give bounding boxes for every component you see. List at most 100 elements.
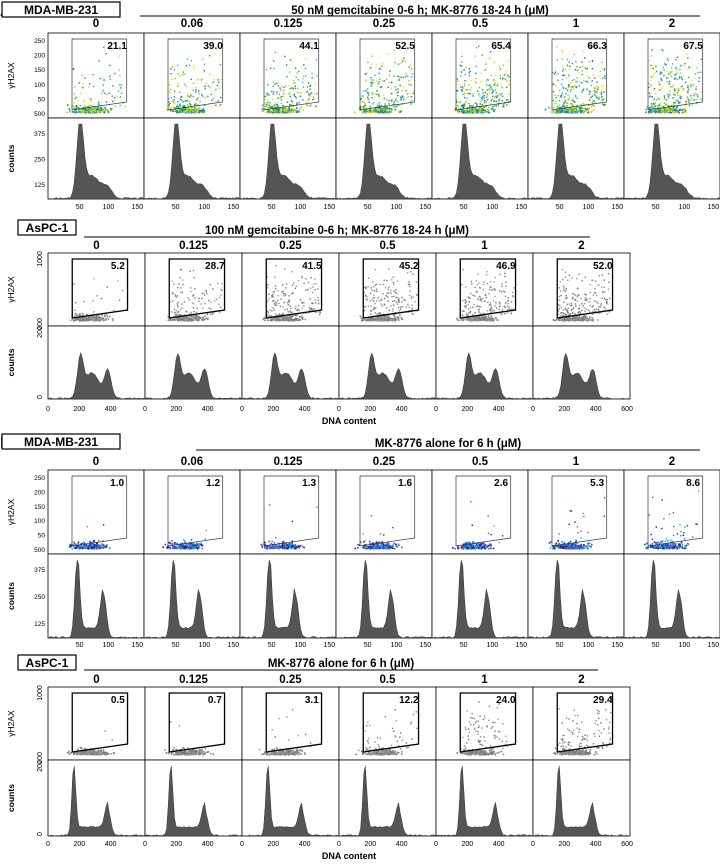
gate-polygon [556,692,614,753]
x-tick-label: 200 [365,406,377,413]
cell-line-box [17,219,77,236]
x-tick-label: 0 [337,841,341,848]
gate-percentage: 52.0 [593,261,613,272]
sample-column: 0 1.0 50 100 150 [47,456,145,649]
x-tick-label: 100 [679,642,691,649]
sample-column: 2 52.0 0 200 400 600 [531,240,633,413]
cell-line-box [1,1,121,18]
histogram-frame [143,553,241,639]
histogram-frame [239,553,337,639]
treatment-title: MK-8776 alone for 6 h (μM) [268,658,415,670]
x-tick-label: 0 [240,841,244,848]
x-tick-label: 50 [268,642,276,649]
histogram-area [145,352,242,400]
x-tick-label: 400 [299,406,311,413]
concentration-label: 0.25 [279,674,302,686]
x-tick-label: 50 [652,204,660,211]
hist-ylabel: counts [6,784,16,812]
concentration-label: 0 [93,674,99,686]
scatter-points [355,709,418,756]
histogram-area [432,559,528,639]
scatter-plot-frame [239,469,337,555]
scatter-plot-frame [431,32,529,119]
histogram-area [336,559,432,639]
scatter-ytick: 50 [38,533,46,540]
treatment-title: 50 nM gemcitabine 0-6 h; MK-8776 18-24 h… [291,5,549,17]
concentration-label: 0.5 [380,240,397,252]
scatter-plot-frame [335,469,433,555]
gate-polygon [71,475,128,547]
x-tick-label: 100 [583,204,595,211]
gate-percentage: 1.6 [398,478,412,489]
gate-polygon [167,475,224,547]
x-tick-label: 0 [337,406,341,413]
hist-ytick: 125 [34,182,45,189]
scatter-plot-frame [241,686,340,761]
gate-percentage: 0.7 [208,695,222,706]
concentration-label: 0 [93,18,99,30]
histogram-frame [47,553,145,639]
histogram-frame [431,553,529,639]
x-tick-label: 50 [556,642,564,649]
concentration-label: 2 [578,674,584,686]
scatter-plot-frame [239,32,337,119]
sample-column: 2 29.4 0 200 400 600 [531,674,633,848]
gate-polygon [647,38,704,111]
x-tick-label: 400 [590,841,602,848]
x-tick-label: 50 [652,642,660,649]
scatter-plot-frame [241,252,340,327]
gate-percentage: 8.6 [686,478,700,489]
scatter-plot-frame [532,252,631,327]
x-tick-label: 0 [240,406,244,413]
histogram-frame [527,553,625,639]
x-tick-label: 100 [391,642,403,649]
gate-polygon [362,258,420,319]
scatter-ytick: 1000 [37,685,44,701]
x-tick-label: 150 [323,642,335,649]
x-tick-label: 100 [199,642,211,649]
x-tick-label: 150 [227,642,239,649]
x-tick-label: 200 [559,406,571,413]
x-tick-label: 150 [515,642,527,649]
concentration-label: 0.06 [181,456,203,468]
scatter-plot-frame [47,32,145,119]
gate-polygon [359,475,416,547]
sample-column: 1 5.3 50 100 150 [527,456,625,649]
x-tick-label: 0 [46,841,50,848]
x-tick-label: 100 [295,204,307,211]
concentration-label: 2 [578,240,584,252]
scatter-plot-frame [527,32,625,119]
scatter-plot-frame [47,252,146,327]
x-tick-label: 0 [434,841,438,848]
gate-polygon [71,692,129,753]
scatter-ytick: 150 [34,67,45,74]
gate-percentage: 67.5 [683,41,703,52]
gate-percentage: 2.6 [494,478,508,489]
gate-polygon [455,475,512,547]
x-tick-label: 100 [487,642,499,649]
sample-column: 0.251.6 50 100 150 [335,456,433,649]
x-tick-label: 100 [295,642,307,649]
concentration-label: 2 [669,456,675,468]
histogram-area [242,351,339,400]
x-tick-label: 50 [172,642,180,649]
scatter-ytick: 250 [34,475,45,482]
scatter-ylabel: γH2AX [6,62,16,89]
concentration-label: 1 [481,674,488,686]
sample-column: 0.253.1 0 200 400 [240,674,340,848]
sample-column: 1 46.9 0 200 400 [434,240,534,413]
histogram-area [240,559,336,639]
scatter-points [354,515,403,550]
gate-percentage: 5.2 [111,261,125,272]
treatment-title: MK-8776 alone for 6 h (μM) [375,438,522,450]
x-tick-label: 50 [268,204,276,211]
x-tick-label: 100 [103,204,115,211]
gate-polygon [168,258,226,319]
x-tick-label: 50 [76,204,84,211]
gate-percentage: 12.2 [399,695,419,706]
scatter-points [643,490,700,550]
histogram-area [436,765,533,837]
x-tick-label: 150 [131,642,143,649]
